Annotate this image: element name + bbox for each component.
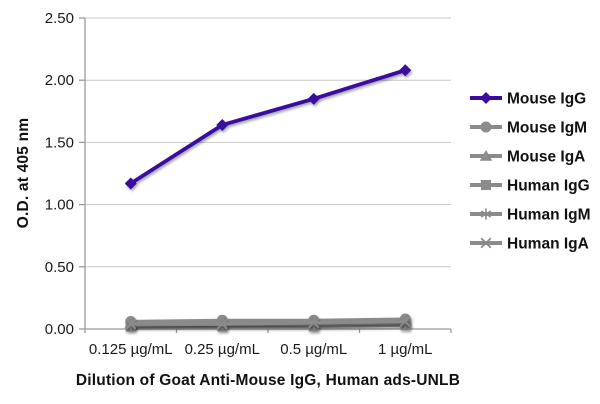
axis-layer: 0.00 0.50 1.00 1.50 2.00 2.50 0.125 µg/mL 0.25 … xyxy=(45,10,452,358)
y-tick-label: 2.00 xyxy=(45,72,74,89)
legend-label: Human IgA xyxy=(507,236,589,253)
legend-item-human-igm: Human IgM xyxy=(470,207,591,224)
marker-x-cross-icon xyxy=(480,237,492,249)
marker-diamond-icon xyxy=(216,118,229,131)
grid-layer xyxy=(85,17,451,268)
y-axis-title: O.D. at 405 nm xyxy=(15,117,32,229)
legend-label: Human IgM xyxy=(507,207,591,224)
y-tick-label: 1.50 xyxy=(45,134,74,151)
x-category-label: 0.25 µg/mL xyxy=(185,341,260,358)
series-mouse-igg xyxy=(124,64,412,190)
y-tick-label: 2.50 xyxy=(45,10,74,27)
legend-label: Mouse IgG xyxy=(507,91,586,108)
y-tick-label: 0.50 xyxy=(45,259,74,276)
marker-square-icon xyxy=(481,180,491,190)
legend-label: Mouse IgM xyxy=(507,120,587,137)
marker-diamond-icon xyxy=(399,64,412,77)
marker-diamond-icon xyxy=(307,92,320,105)
series-line-human-igg xyxy=(129,323,407,329)
series-layer xyxy=(124,64,412,332)
legend-item-mouse-iga: Mouse IgA xyxy=(470,149,585,166)
legend-item-human-igg: Human IgG xyxy=(470,178,590,195)
x-axis-title: Dilution of Goat Anti-Mouse IgG, Human a… xyxy=(75,372,461,389)
legend-label: Mouse IgA xyxy=(507,149,585,166)
marker-diamond-icon xyxy=(124,177,137,190)
x-category-label: 0.5 µg/mL xyxy=(280,341,347,358)
marker-circle-icon xyxy=(480,121,492,133)
legend-label: Human IgG xyxy=(507,178,590,195)
marker-triangle-icon xyxy=(479,150,493,161)
series-human-iga xyxy=(125,316,411,330)
marker-x-cross-icon xyxy=(399,316,411,327)
legend-item-mouse-igm: Mouse IgM xyxy=(470,120,587,137)
series-line-mouse-igg xyxy=(128,68,408,186)
legend-item-mouse-igg: Mouse IgG xyxy=(470,91,586,108)
series-line-human-iga xyxy=(129,319,407,326)
marker-x-cross-icon xyxy=(216,318,228,330)
y-tick-label: 0.00 xyxy=(45,321,74,338)
marker-diamond-icon xyxy=(480,92,492,104)
x-category-label: 1 µg/mL xyxy=(378,341,433,358)
marker-asterisk-icon xyxy=(480,208,492,220)
y-tick-label: 1.00 xyxy=(45,197,74,214)
marker-x-cross-icon xyxy=(125,318,137,330)
legend: Mouse IgG Mouse IgM Mouse IgA Human IgG Huma… xyxy=(470,91,591,253)
legend-item-human-iga: Human IgA xyxy=(470,236,589,253)
x-category-label: 0.125 µg/mL xyxy=(89,341,173,358)
marker-x-cross-icon xyxy=(308,317,320,329)
